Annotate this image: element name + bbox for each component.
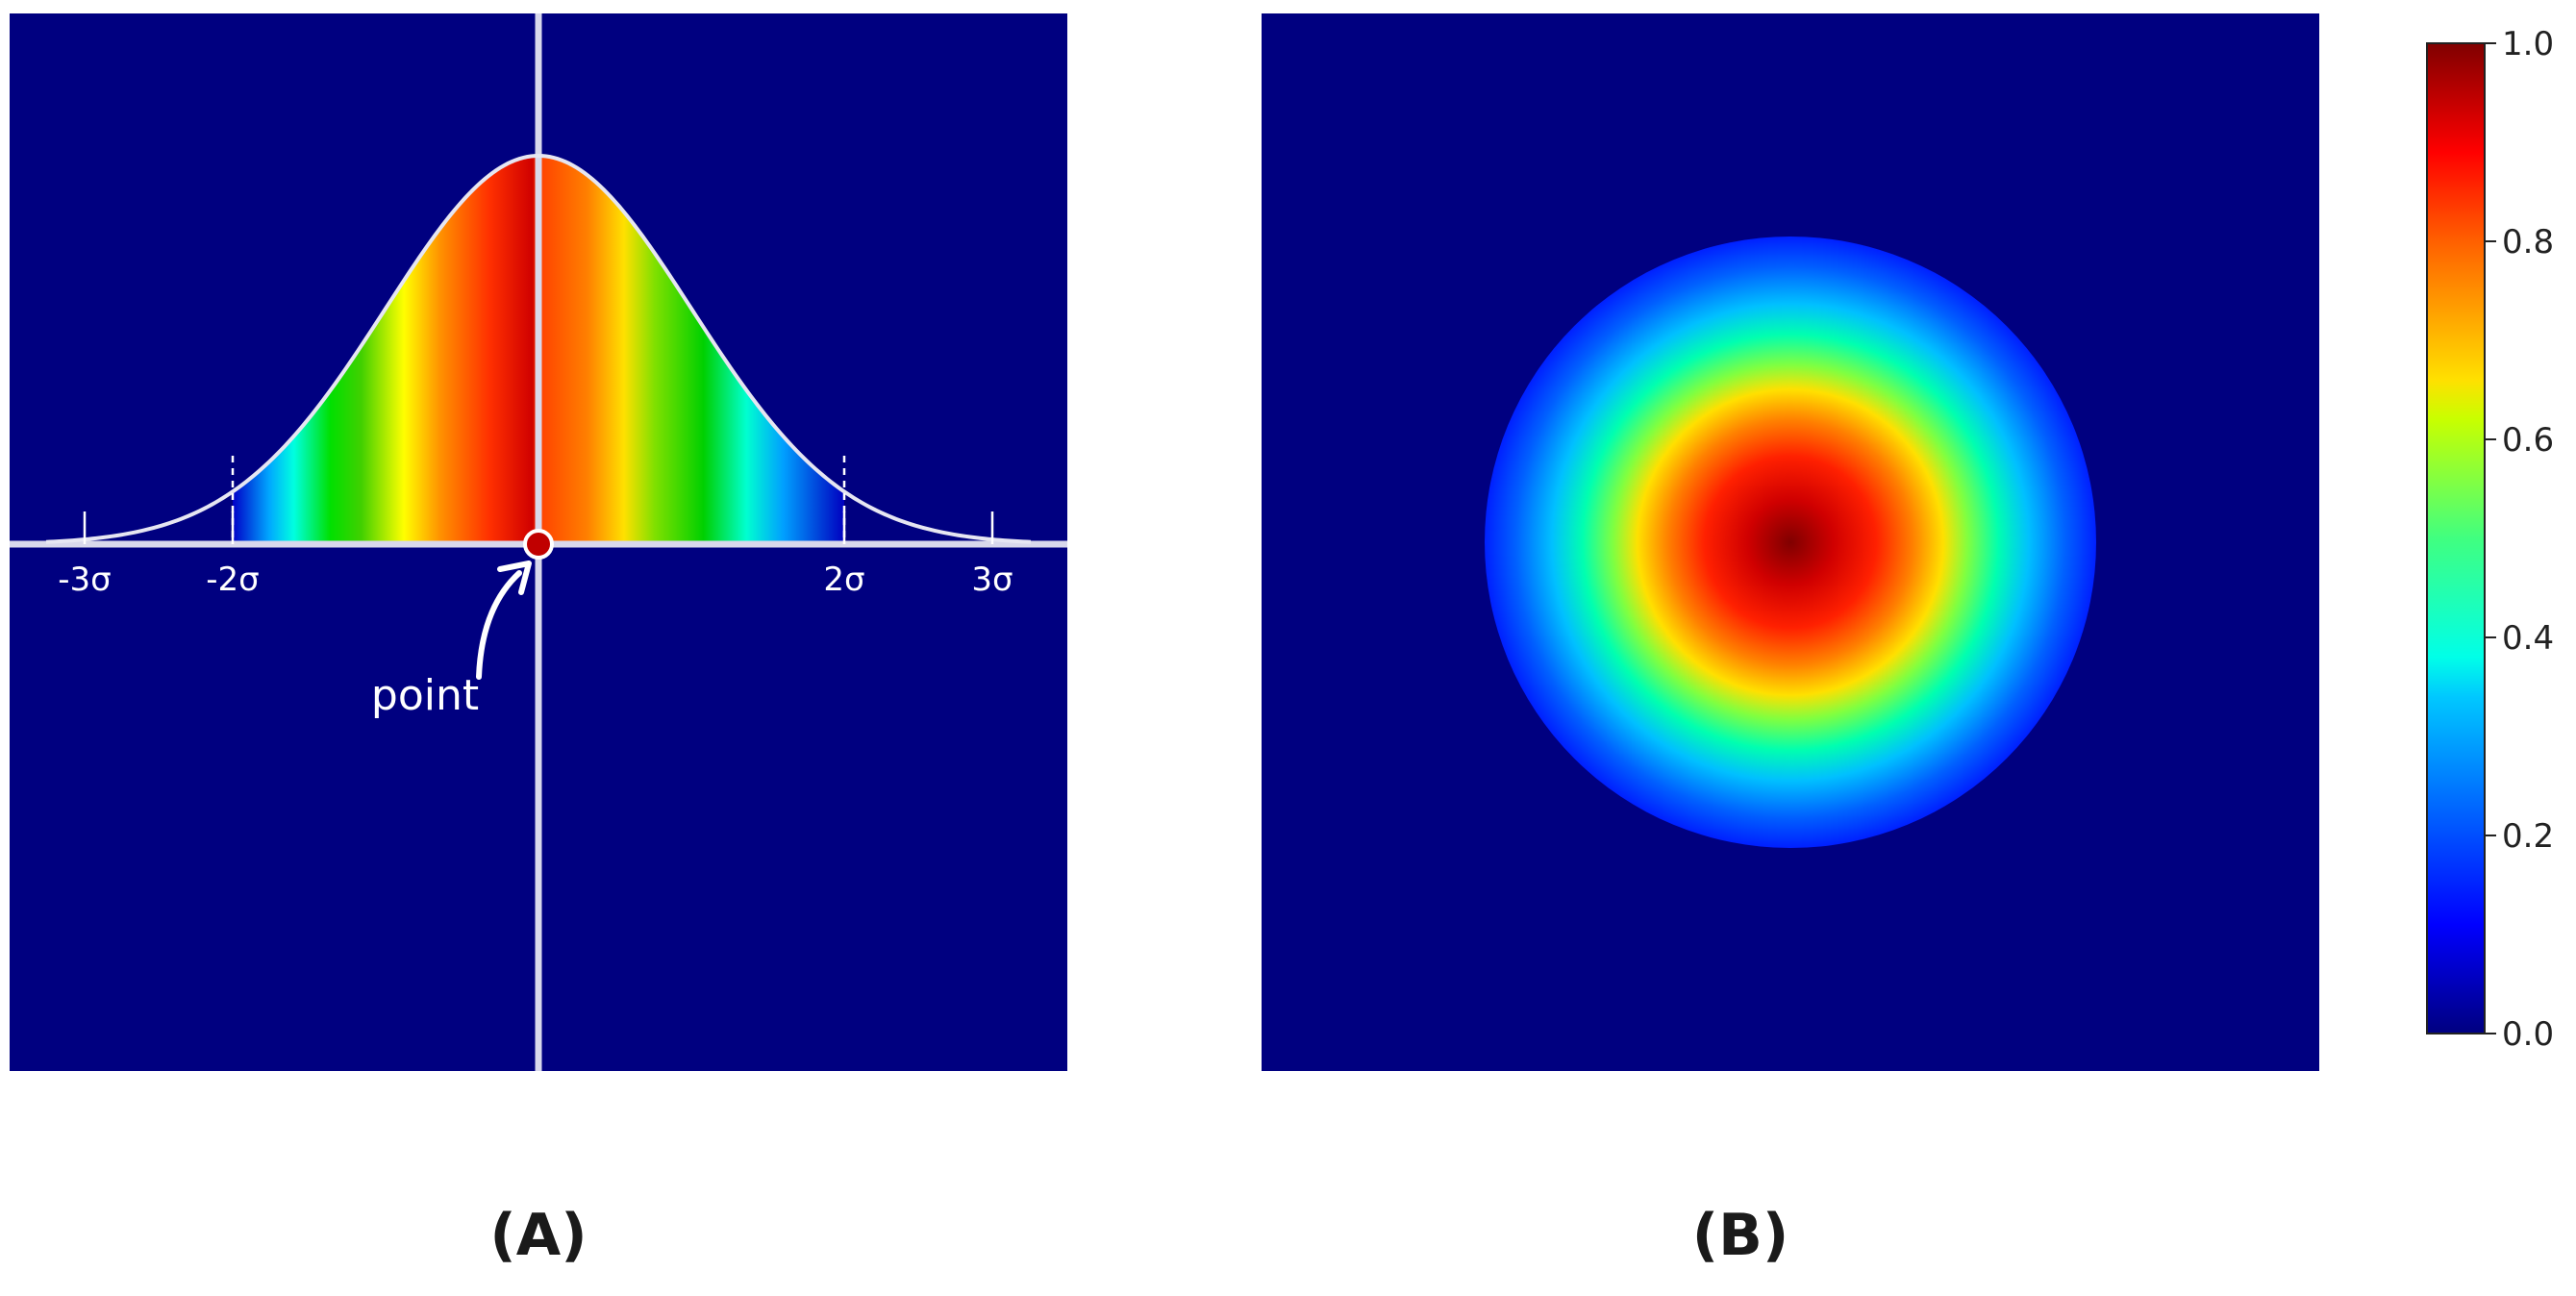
colorbar-tick-label: 1.0 — [2502, 29, 2554, 63]
tick-label-plus-2-sigma: 2σ — [823, 561, 864, 599]
point-arrow — [476, 570, 522, 680]
tick-label-plus-3-sigma: 3σ — [971, 561, 1013, 599]
colorbar-tick-label: 0.8 — [2502, 223, 2554, 262]
panel-a-caption: (A) — [489, 1202, 588, 1269]
tick-label-minus-3-sigma: -3σ — [58, 561, 111, 599]
colorbar: 0.0 0.2 0.4 0.6 0.8 1.0 — [2426, 29, 2554, 1054]
gaussian-curve — [45, 153, 1032, 544]
colorbar-tick-label: 0.6 — [2502, 421, 2554, 460]
point-arrow-head — [497, 561, 532, 595]
colorbar-gradient — [2426, 42, 2486, 1034]
gaussian-2d-heatmap — [1262, 13, 2319, 1071]
colorbar-tick-label: 0.2 — [2502, 817, 2554, 856]
tick-label-minus-2-sigma: -2σ — [206, 561, 259, 599]
colorbar-tick-label: 0.4 — [2502, 619, 2554, 658]
panel-b-caption: (B) — [1691, 1202, 1789, 1269]
gaussian-blob — [1485, 237, 2096, 848]
colorbar-tick-label: 0.0 — [2502, 1015, 2554, 1054]
point-label: point — [371, 671, 479, 720]
point-marker — [523, 529, 554, 560]
colorbar-ticks: 0.0 0.2 0.4 0.6 0.8 1.0 — [2485, 29, 2554, 1054]
gaussian-1d-diagram: -3σ -2σ 2σ 3σ point — [10, 13, 1067, 1071]
